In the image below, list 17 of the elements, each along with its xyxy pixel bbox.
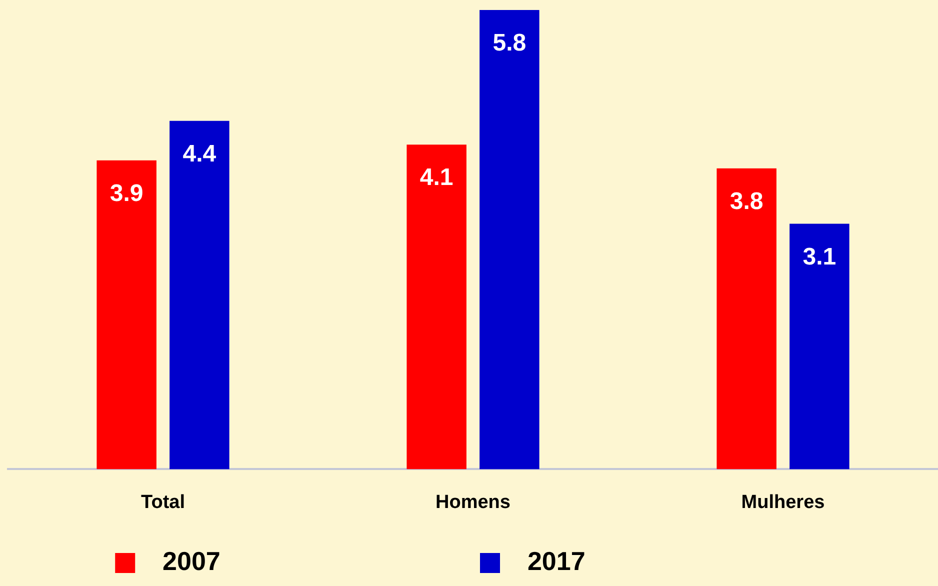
data-label: 4.4 [182,140,217,168]
bar [480,10,540,470]
bar [790,224,850,470]
x-tick-label: Total [141,492,185,513]
bar [716,168,776,470]
bar [96,160,156,470]
bar [170,120,230,470]
data-label: 3.9 [110,180,144,208]
data-label: 3.8 [730,188,764,215]
legend-label: 2007 [148,546,466,576]
x-tick-label: Homens [436,492,510,513]
data-label: 4.1 [420,164,454,192]
data-label: 5.8 [492,30,526,57]
data-label: 3.1 [802,243,836,270]
legend-label: 2017 [513,546,831,576]
x-tick-label: Mulheres [741,492,825,513]
bar [406,144,466,470]
